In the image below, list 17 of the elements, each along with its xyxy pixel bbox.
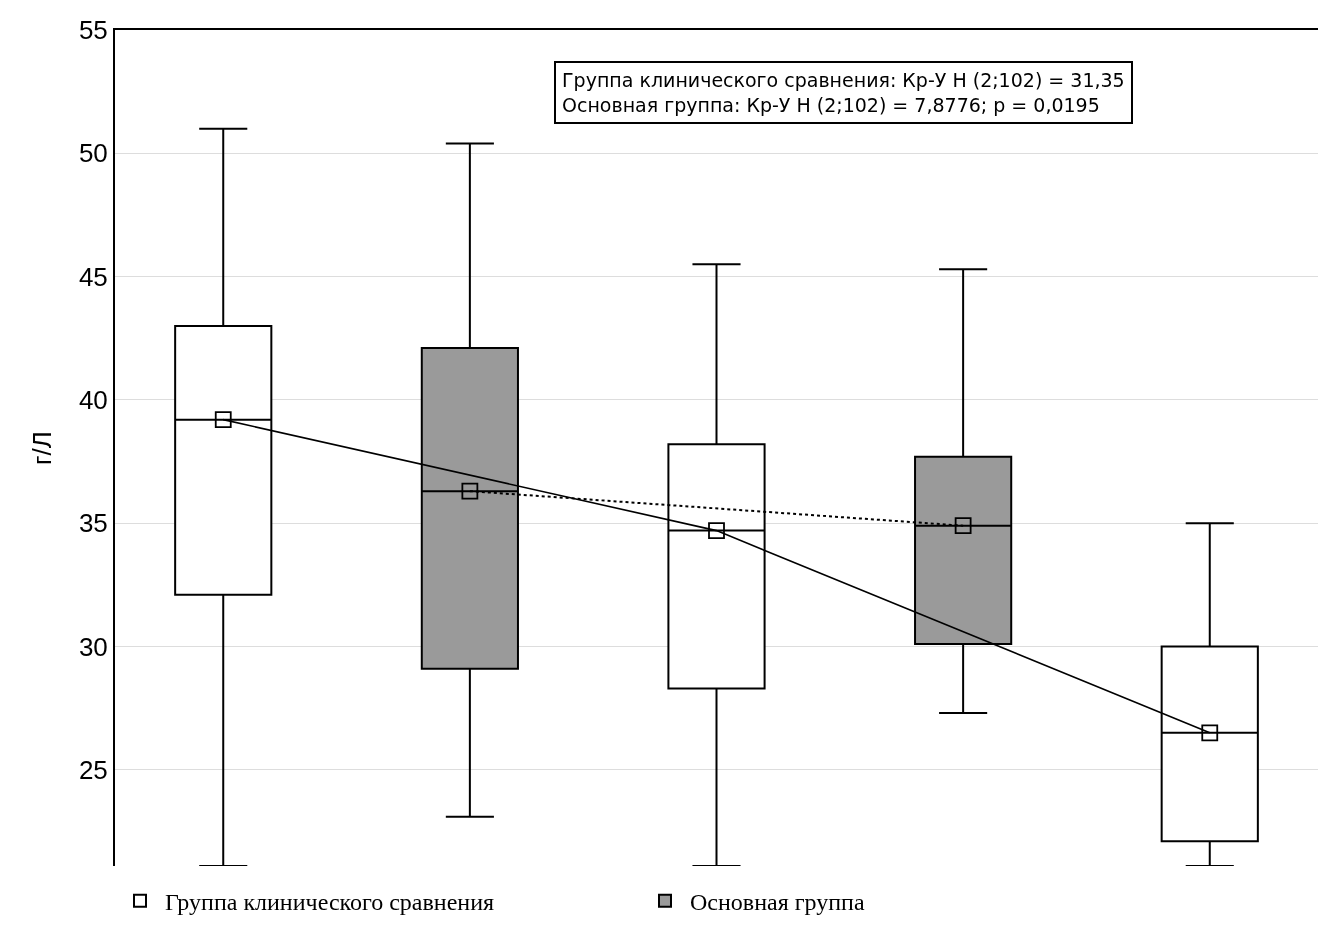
point [708, 522, 725, 540]
point [1201, 724, 1219, 742]
point [954, 517, 972, 535]
y-tick-label: 45 [78, 261, 108, 292]
y-axis-title: г/Л [26, 431, 57, 465]
point [214, 411, 232, 429]
point [461, 482, 479, 500]
y-tick-label: 25 [78, 754, 108, 785]
legend-label: Группа клинического сравнения [165, 889, 495, 915]
y-tick-label: 40 [78, 385, 108, 416]
annotation: Группа клинического сравнения: Кр-У H (2;102) = 31,35 [562, 69, 1125, 91]
y-tick-label: 35 [78, 508, 108, 539]
y-tick-label: 30 [78, 631, 108, 662]
y-tick-label: 55 [78, 15, 108, 46]
annotation: Основная группа: Кр-У H (2;102) = 7,8776; p = 0,0195 [562, 93, 1100, 116]
legend-label: Основная группа [690, 889, 865, 915]
y-tick-label: 50 [78, 138, 108, 169]
